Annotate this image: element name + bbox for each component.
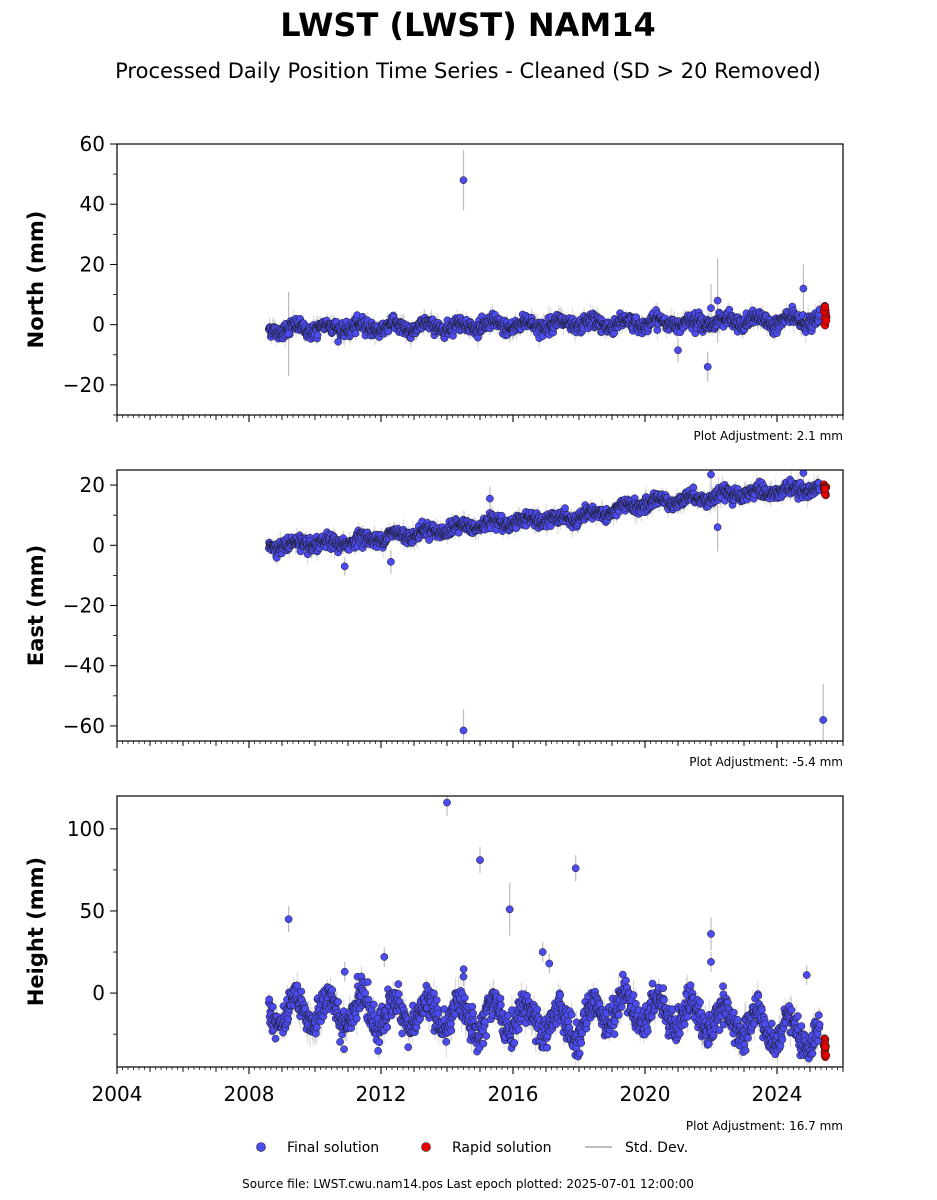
east-ylabel: East (mm) xyxy=(24,545,48,666)
height-data-point xyxy=(340,1045,348,1054)
east-outlier-point xyxy=(799,470,808,477)
east-outlier-point xyxy=(707,470,715,479)
east-ytick-label: 0 xyxy=(92,533,105,557)
east-data-point xyxy=(561,504,569,513)
height-data-point xyxy=(297,987,306,996)
east-ytick-label: −40 xyxy=(63,654,105,678)
east-outlier-point xyxy=(713,523,722,532)
height-data-point xyxy=(268,1003,277,1011)
north-ytick-label: 20 xyxy=(80,252,105,276)
east-outlier-point xyxy=(387,557,395,566)
east-std-dev-bars xyxy=(268,470,824,741)
east-data-point xyxy=(425,536,434,544)
east-ytick-label: 20 xyxy=(80,473,105,497)
north-std-dev-bars xyxy=(269,150,821,382)
height-data-point xyxy=(312,1023,321,1032)
north-rapid-points xyxy=(819,301,831,330)
north-rapid-point xyxy=(822,316,831,325)
north-axes-frame xyxy=(116,143,844,416)
north-outlier-point xyxy=(799,284,808,293)
north-ytick-label: 40 xyxy=(80,192,105,216)
east-outlier-point xyxy=(340,562,349,571)
east-rapid-point xyxy=(820,484,829,493)
east-ytick-label: −20 xyxy=(63,594,105,618)
north-outlier-point xyxy=(459,176,468,184)
height-data-point xyxy=(363,978,372,986)
east-outlier-point xyxy=(819,716,828,724)
north-panel: −20 0 20 40 60 North (mm) xyxy=(24,132,844,422)
chart-title: LWST (LWST) NAM14 xyxy=(280,6,656,44)
height-data-point xyxy=(361,989,369,998)
east-ytick-label: −60 xyxy=(63,714,105,738)
height-data-point xyxy=(336,1038,344,1046)
north-rapid-point xyxy=(821,302,830,311)
north-data-point xyxy=(313,331,322,339)
north-outlier-point xyxy=(707,304,715,312)
east-axes-frame xyxy=(116,469,844,742)
height-data-point xyxy=(265,995,274,1004)
height-final-points xyxy=(264,798,824,1063)
north-ylabel: North (mm) xyxy=(24,211,48,349)
height-data-point xyxy=(334,998,342,1006)
height-data-point xyxy=(369,1000,378,1009)
east-outlier-point xyxy=(486,494,494,503)
east-panel: −60 −40 −20 0 20 East (mm) xyxy=(24,469,844,748)
north-ytick-label: −20 xyxy=(63,373,105,397)
north-ytick-label: 60 xyxy=(80,132,105,156)
north-data-point xyxy=(653,326,662,334)
east-final-points xyxy=(264,470,828,735)
east-data-point xyxy=(689,483,698,492)
height-data-point xyxy=(352,1014,361,1023)
chart-subtitle: Processed Daily Position Time Series - C… xyxy=(115,59,821,83)
height-data-point xyxy=(328,986,337,994)
east-rapid-points xyxy=(819,480,831,500)
height-data-point xyxy=(271,1034,280,1043)
east-outlier-point xyxy=(459,726,468,735)
north-ytick-label: 0 xyxy=(92,313,105,337)
north-data-point xyxy=(632,313,641,322)
north-final-points xyxy=(264,176,824,371)
north-outlier-point xyxy=(713,296,722,305)
north-outlier-point xyxy=(703,362,712,371)
height-data-point xyxy=(293,981,302,990)
north-outlier-point xyxy=(284,329,293,338)
north-data-point xyxy=(351,329,360,338)
north-outlier-point xyxy=(674,346,682,355)
